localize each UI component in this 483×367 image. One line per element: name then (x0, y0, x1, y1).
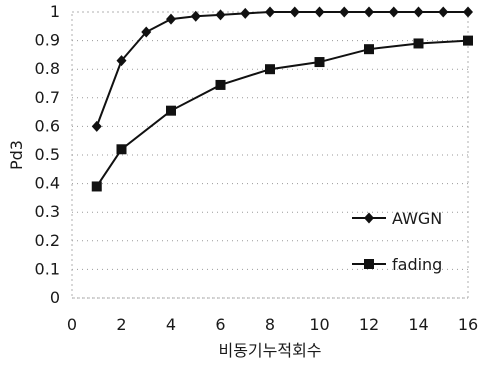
y-tick-label: 0 (50, 288, 60, 307)
y-tick-label: 0.1 (35, 259, 60, 278)
x-tick-label: 2 (116, 315, 126, 334)
data-point-marker (240, 7, 251, 19)
data-point-marker (116, 144, 127, 155)
data-point-marker (215, 9, 226, 21)
data-point-marker (141, 26, 152, 38)
y-tick-label: 1 (50, 2, 60, 21)
y-tick-label: 0.5 (35, 145, 60, 164)
data-point-marker (265, 6, 275, 18)
data-point-marker (116, 55, 127, 67)
series-line (95, 39, 469, 188)
x-axis-label: 비동기누적회수 (218, 341, 321, 360)
data-point-marker (91, 181, 102, 192)
x-tick-label: 12 (359, 315, 379, 334)
y-tick-label: 0.8 (35, 59, 60, 78)
data-point-marker (91, 120, 102, 132)
legend-marker (364, 259, 374, 269)
x-tick-label: 8 (265, 315, 275, 334)
y-tick-label: 0.4 (35, 174, 60, 193)
data-point-marker (314, 57, 325, 68)
data-point-marker (364, 6, 374, 18)
data-point-marker (215, 79, 226, 90)
series (91, 6, 473, 192)
legend-item: AWGN (352, 209, 442, 228)
x-tick-label: 10 (309, 315, 329, 334)
series-fading (91, 35, 473, 192)
data-point-marker (413, 6, 424, 18)
legend-label: AWGN (392, 209, 442, 228)
x-tick-label: 6 (215, 315, 225, 334)
data-point-marker (190, 10, 201, 22)
data-point-marker (364, 44, 374, 55)
x-tick-label: 4 (166, 315, 176, 334)
data-point-marker (438, 6, 449, 18)
legend-label: fading (392, 255, 442, 274)
legend: AWGN fading (352, 209, 442, 274)
y-axis-ticks: 0 0.1 0.2 0.3 0.4 0.5 0.6 0.7 0.8 0.9 1 (35, 2, 60, 307)
data-point-marker (388, 6, 399, 18)
x-tick-label: 14 (408, 315, 428, 334)
data-point-marker (166, 13, 176, 25)
data-point-marker (413, 38, 424, 49)
y-axis-label: Pd3 (7, 140, 26, 170)
y-tick-label: 0.7 (35, 88, 60, 107)
plot-frame (71, 11, 469, 299)
data-point-marker (339, 6, 350, 18)
data-point-marker (265, 64, 275, 75)
data-point-marker (463, 35, 473, 46)
y-tick-label: 0.2 (35, 231, 60, 250)
legend-marker (364, 212, 374, 224)
series-awgn (91, 6, 473, 132)
x-tick-label: 0 (67, 315, 77, 334)
data-point-marker (463, 6, 473, 18)
legend-item: fading (352, 255, 442, 274)
data-point-marker (289, 6, 300, 18)
data-point-marker (314, 6, 325, 18)
y-tick-label: 0.9 (35, 31, 60, 50)
x-tick-label: 16 (458, 315, 478, 334)
x-axis-ticks: 0 2 4 6 8 10 12 14 16 (67, 315, 478, 334)
data-point-marker (166, 105, 176, 116)
y-tick-label: 0.6 (35, 116, 60, 135)
y-tick-label: 0.3 (35, 202, 60, 221)
series-line (95, 11, 468, 127)
